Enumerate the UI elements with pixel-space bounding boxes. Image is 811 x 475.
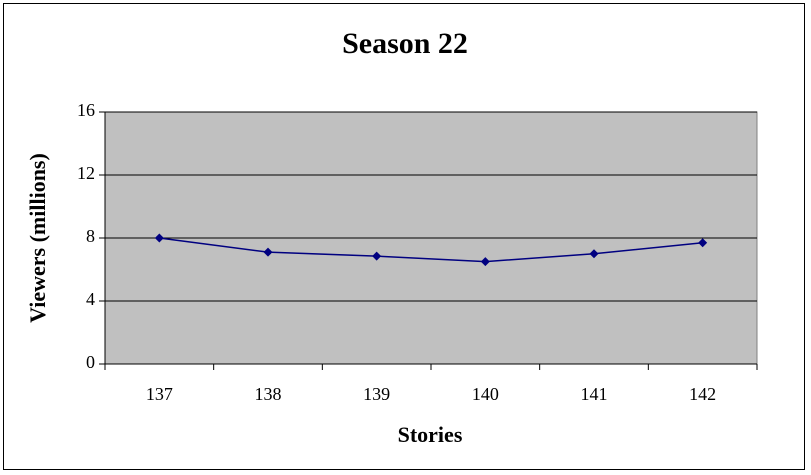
x-tick-label: 139 [363, 384, 390, 404]
series-line [159, 237, 703, 263]
data-point [154, 233, 164, 243]
chart-title: Season 22 [342, 27, 468, 60]
y-tick-label: 16 [77, 100, 95, 120]
y-tick-label: 12 [77, 163, 95, 183]
y-tick-label: 8 [86, 226, 95, 246]
data-point [589, 249, 599, 259]
x-tick-label: 137 [146, 384, 173, 404]
data-point [263, 247, 273, 257]
data-point [698, 238, 708, 248]
x-tick-label: 142 [689, 384, 716, 404]
data-point [372, 251, 382, 261]
y-axis-title: Viewers (millions) [25, 153, 50, 323]
x-tick-label: 141 [581, 384, 608, 404]
data-point [480, 257, 490, 267]
x-axis-title: Stories [398, 422, 463, 447]
y-tick-label: 0 [86, 352, 95, 372]
x-tick-label: 138 [255, 384, 282, 404]
x-tick-label: 140 [472, 384, 499, 404]
y-tick-label: 4 [86, 289, 95, 309]
